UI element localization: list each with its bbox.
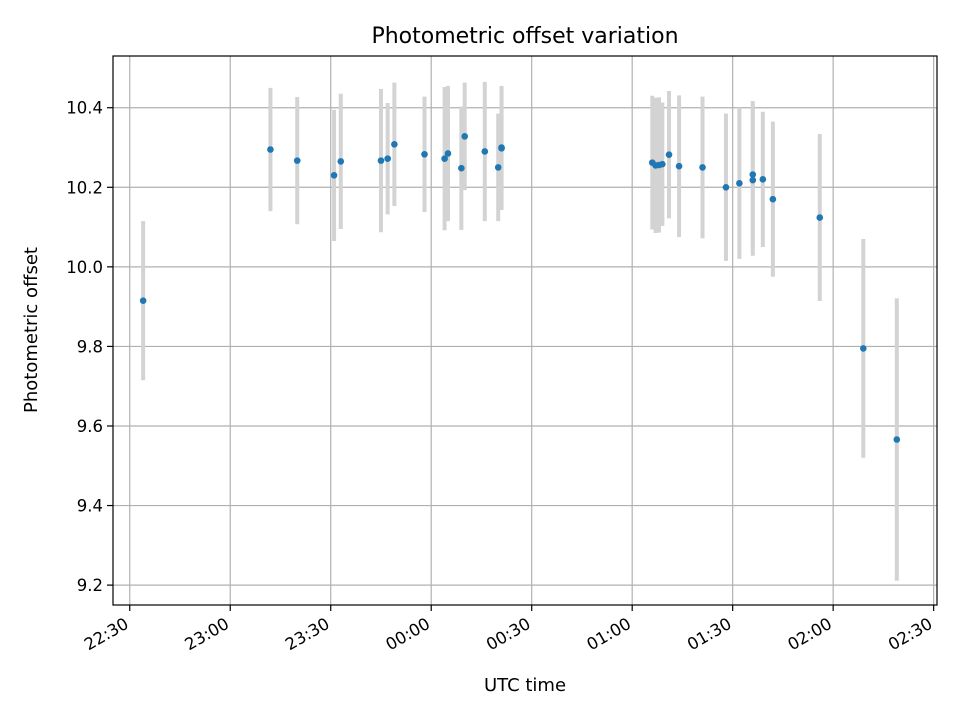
grid bbox=[113, 56, 937, 605]
data-point bbox=[749, 176, 757, 184]
y-tick-label: 10.0 bbox=[66, 258, 103, 277]
data-point bbox=[267, 146, 274, 153]
data-point bbox=[481, 148, 489, 155]
y-tick-label: 9.4 bbox=[77, 497, 103, 516]
data-point bbox=[139, 297, 147, 304]
data-point bbox=[337, 158, 345, 165]
y-axis-ticks: 9.2 9.4 9.6 9.8 10.0 10.2 10.4 bbox=[66, 99, 113, 595]
data-point bbox=[736, 180, 743, 187]
plot-area bbox=[113, 56, 937, 605]
data-point bbox=[769, 195, 777, 203]
data-point bbox=[816, 214, 824, 221]
data-point bbox=[893, 436, 901, 443]
data-point bbox=[722, 183, 730, 191]
data-point bbox=[441, 155, 448, 162]
data-point bbox=[377, 157, 385, 164]
data-point bbox=[458, 164, 465, 172]
data-point bbox=[699, 164, 706, 171]
data-point bbox=[293, 157, 301, 164]
y-tick-label: 10.4 bbox=[66, 99, 103, 118]
data-point bbox=[391, 141, 398, 148]
x-axis-label: UTC time bbox=[484, 675, 566, 696]
data-point bbox=[494, 164, 502, 171]
chart-title: Photometric offset variation bbox=[371, 24, 678, 49]
data-point bbox=[749, 171, 757, 178]
y-tick-label: 9.8 bbox=[77, 337, 103, 356]
y-tick-label: 9.6 bbox=[77, 417, 103, 436]
data-point bbox=[498, 144, 505, 151]
data-point bbox=[421, 150, 428, 158]
data-point bbox=[444, 150, 452, 157]
data-point bbox=[860, 345, 867, 352]
data-point bbox=[330, 172, 338, 179]
data-point bbox=[659, 160, 666, 168]
y-tick-label: 9.2 bbox=[77, 576, 103, 595]
data-point bbox=[759, 176, 767, 183]
plot-frame bbox=[112, 55, 938, 606]
y-axis-label: Photometric offset bbox=[21, 247, 42, 413]
data-point bbox=[384, 155, 391, 162]
data-point bbox=[665, 151, 673, 158]
y-tick-label: 10.2 bbox=[66, 178, 103, 197]
data-point bbox=[461, 133, 469, 140]
data-point bbox=[675, 162, 683, 170]
data-points bbox=[139, 133, 901, 443]
